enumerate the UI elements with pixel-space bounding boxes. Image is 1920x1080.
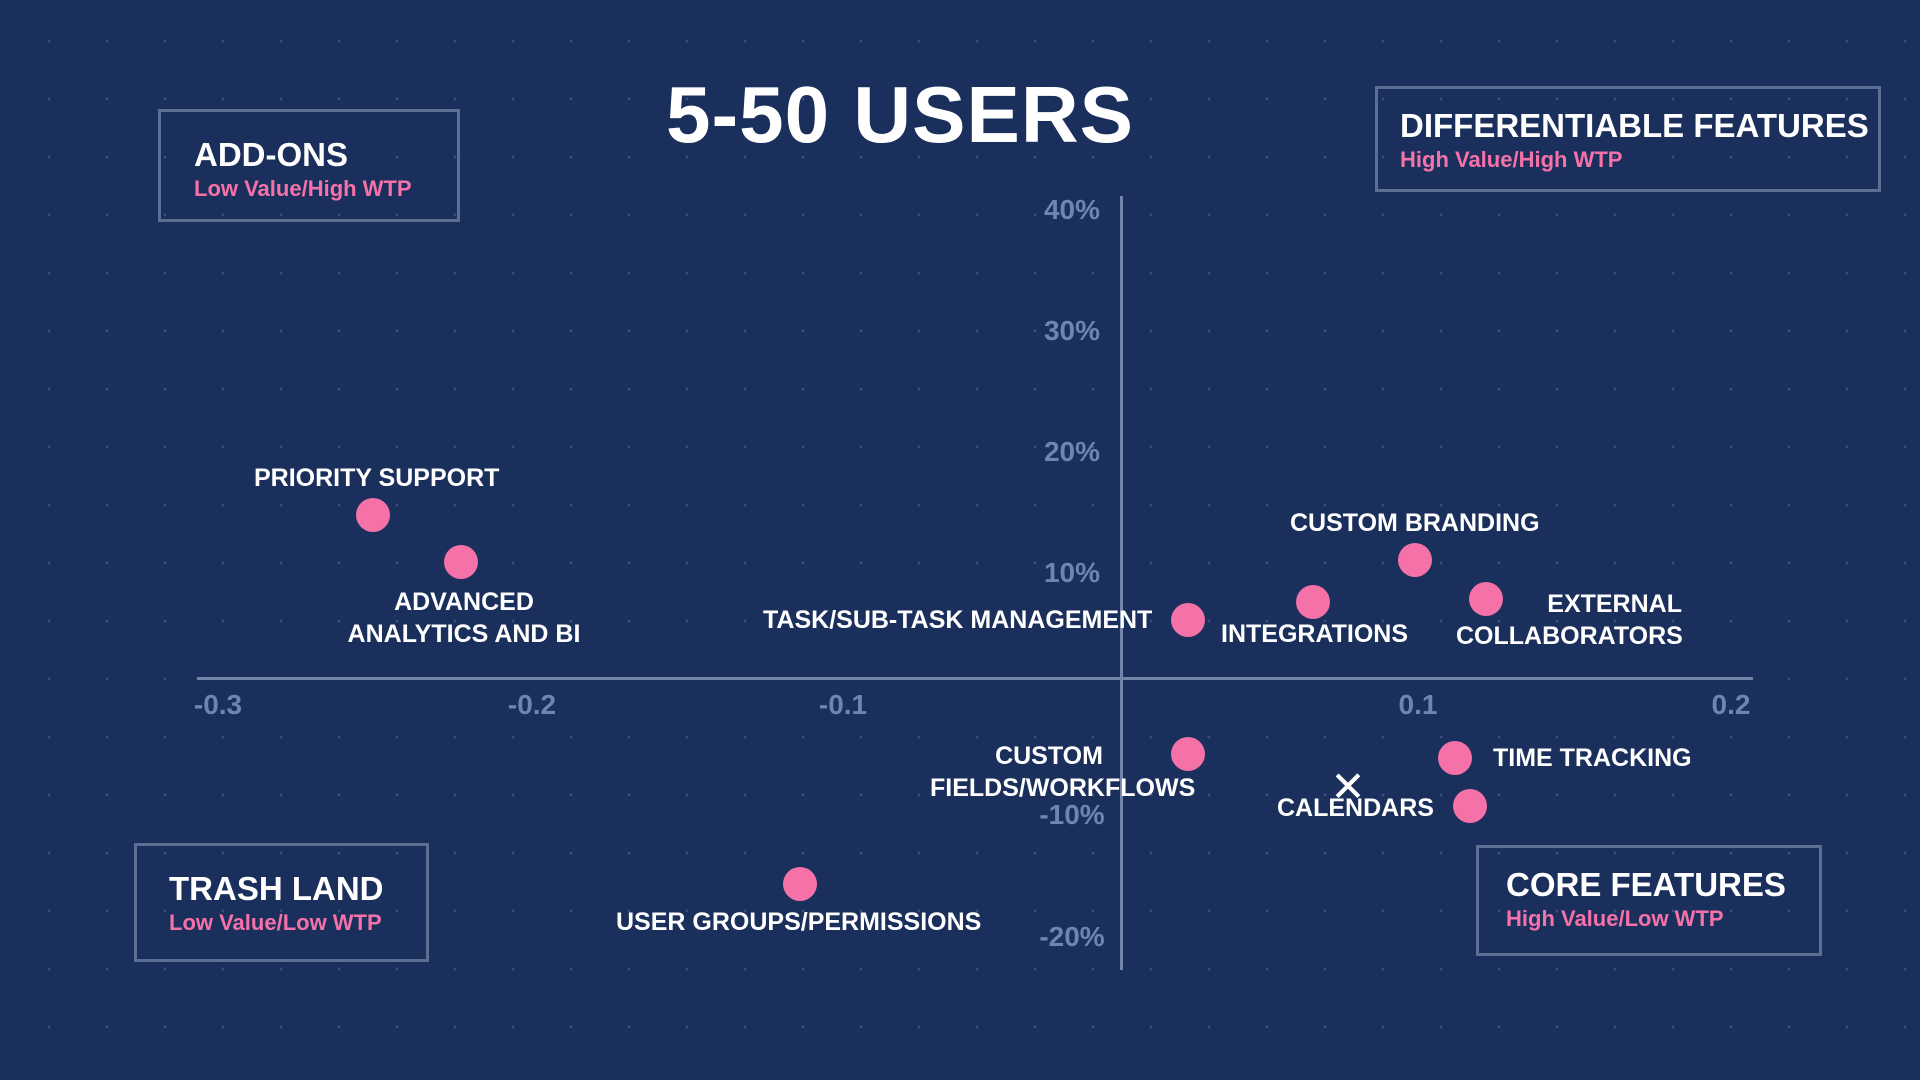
quadrant-trash-land: TRASH LAND Low Value/Low WTP: [134, 843, 429, 962]
close-x-icon: ✕: [1330, 763, 1366, 810]
y-tick: 30%: [1043, 315, 1101, 346]
quadrant-subtitle: Low Value/Low WTP: [169, 910, 382, 935]
data-point-calendars[interactable]: [1453, 789, 1487, 823]
point-label: ADVANCED ANALYTICS AND BI: [346, 586, 582, 650]
point-label: USER GROUPS/PERMISSIONS: [616, 908, 982, 936]
point-label: CUSTOM BRANDING: [1290, 509, 1540, 537]
y-tick: -20%: [1039, 921, 1105, 952]
quadrant-core-features: CORE FEATURES High Value/Low WTP: [1476, 845, 1822, 956]
quadrant-title: TRASH LAND: [169, 870, 384, 907]
y-axis: [1120, 196, 1123, 970]
point-label: CALENDARS: [1277, 794, 1434, 822]
data-point-time-tracking[interactable]: [1438, 741, 1472, 775]
x-axis: [197, 677, 1753, 680]
quadrant-differentiable-features: DIFFERENTIABLE FEATURES High Value/High …: [1375, 86, 1881, 192]
quadrant-subtitle: High Value/High WTP: [1400, 147, 1623, 172]
x-tick: 0.2: [1711, 689, 1751, 720]
point-label-line: ANALYTICS AND BI: [347, 620, 581, 648]
quadrant-add-ons: ADD-ONS Low Value/High WTP: [158, 109, 460, 222]
y-tick: -10%: [1039, 799, 1105, 830]
point-label: INTEGRATIONS: [1221, 620, 1409, 648]
point-label-line: EXTERNAL: [1547, 590, 1682, 618]
point-label-line: CUSTOM: [995, 742, 1103, 770]
y-tick: 40%: [1043, 194, 1101, 225]
point-label-line: FIELDS/WORKFLOWS: [930, 774, 1196, 802]
point-label: PRIORITY SUPPORT: [254, 464, 500, 492]
x-tick: 0.1: [1398, 689, 1438, 720]
x-tick: -0.3: [193, 689, 243, 720]
y-tick: 20%: [1043, 436, 1101, 467]
quadrant-subtitle: Low Value/High WTP: [194, 176, 412, 201]
y-tick: 10%: [1043, 557, 1101, 588]
point-label: TIME TRACKING: [1493, 744, 1692, 772]
point-label-line: COLLABORATORS: [1456, 622, 1683, 650]
x-tick: -0.1: [818, 689, 868, 720]
quadrant-title: CORE FEATURES: [1506, 866, 1786, 903]
chart-title: 5-50 USERS: [666, 70, 1134, 159]
point-label: CUSTOM FIELDS/WORKFLOWS: [930, 740, 1236, 804]
x-tick: -0.2: [507, 689, 557, 720]
data-point-custom-branding[interactable]: [1398, 543, 1432, 577]
data-point-task-management[interactable]: [1171, 603, 1205, 637]
data-point-priority-support[interactable]: [356, 498, 390, 532]
point-label: EXTERNAL COLLABORATORS: [1456, 588, 1683, 652]
data-point-advanced-analytics[interactable]: [444, 545, 478, 579]
data-point-integrations[interactable]: [1296, 585, 1330, 619]
data-point-custom-fields[interactable]: [1171, 737, 1205, 771]
data-point-user-groups[interactable]: [783, 867, 817, 901]
data-point-external-collaborators[interactable]: [1469, 582, 1503, 616]
quadrant-title: ADD-ONS: [194, 136, 348, 173]
point-label-line: ADVANCED: [394, 588, 534, 616]
quadrant-title: DIFFERENTIABLE FEATURES: [1400, 107, 1869, 144]
quadrant-subtitle: High Value/Low WTP: [1506, 906, 1724, 931]
point-label: TASK/SUB-TASK MANAGEMENT: [763, 606, 1153, 634]
